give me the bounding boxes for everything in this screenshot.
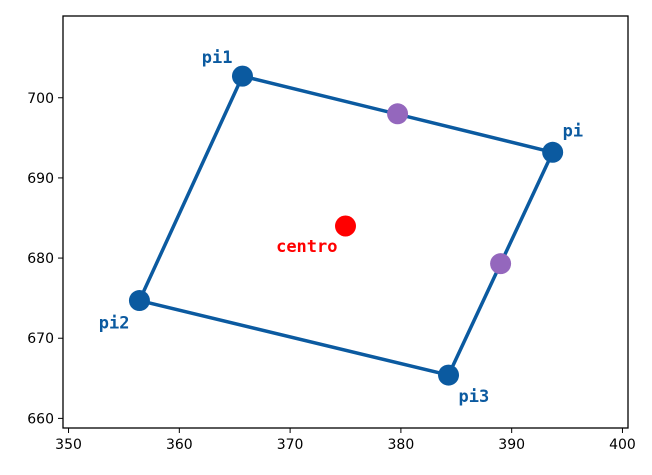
vertex-marker [231, 65, 253, 87]
y-tick-label: 680 [27, 251, 54, 267]
vertex-label-pi1: pi1 [202, 48, 233, 68]
center-marker [335, 215, 356, 237]
center-label: centro [276, 237, 337, 257]
axes-frame [62, 15, 629, 429]
vertex-marker [542, 141, 564, 163]
y-tick-label: 670 [27, 331, 54, 347]
y-tick-label: 700 [27, 91, 54, 107]
x-tick-label: 350 [55, 437, 82, 453]
x-tick-label: 390 [498, 437, 525, 453]
x-tick-label: 370 [277, 437, 304, 453]
y-tick-label: 690 [27, 171, 54, 187]
midpoint-marker [387, 103, 409, 125]
midpoint-marker [490, 253, 512, 275]
x-tick-label: 400 [609, 437, 636, 453]
y-tick-label: 660 [27, 411, 54, 427]
x-tick-label: 380 [388, 437, 415, 453]
vertex-marker [438, 364, 460, 386]
vertex-marker [128, 290, 150, 312]
vertex-label-pi: pi [563, 121, 583, 141]
plot-area: pi pi1 pi2 pi3 centro [99, 48, 583, 407]
vertex-label-pi3: pi3 [459, 387, 490, 407]
vertex-label-pi2: pi2 [99, 314, 130, 334]
x-axis: 350 360 370 380 390 400 [55, 428, 636, 453]
y-axis: 660 670 680 690 700 [27, 91, 63, 427]
x-tick-label: 360 [166, 437, 193, 453]
